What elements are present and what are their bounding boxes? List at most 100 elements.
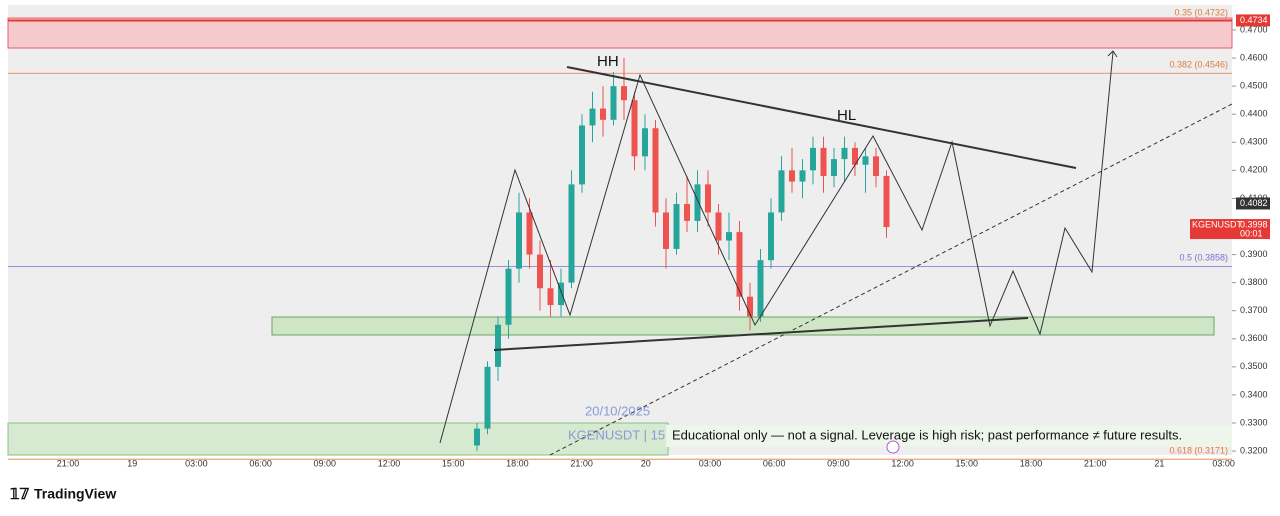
candle-body [474, 428, 480, 446]
price-tick-label: 0.3700 [1240, 305, 1268, 315]
price-tick-label: 0.4300 [1240, 137, 1268, 147]
candle-body [778, 170, 785, 213]
candle-body [537, 254, 543, 289]
price-tick-label: 0.3500 [1240, 361, 1268, 371]
current-price-box [1190, 219, 1270, 240]
candle-body [663, 212, 669, 249]
drawings [439, 50, 1233, 456]
candle-body [516, 212, 522, 269]
price-tick-label: 0.3400 [1240, 389, 1268, 399]
time-label: 18:00 [1020, 458, 1043, 468]
support-line [493, 317, 1029, 351]
support-zone [271, 316, 1215, 336]
price-tick-label: 0.3800 [1240, 277, 1268, 287]
candle-body [883, 175, 890, 228]
candle-body [642, 128, 648, 157]
price-tick-label: 0.4600 [1240, 52, 1268, 62]
candle-body [526, 212, 533, 255]
projection-path [439, 51, 1114, 444]
time-label: 06:00 [763, 458, 786, 468]
brand: TradingView [34, 486, 116, 502]
time-label: 12:00 [891, 458, 914, 468]
resistance-line [566, 66, 1077, 169]
candle-body [841, 147, 848, 160]
candle-body [484, 366, 491, 429]
candle-body [673, 204, 680, 249]
fib-label: 0.35 (0.4732) [1174, 7, 1228, 17]
dashed-trend [549, 103, 1233, 456]
time-label: 03:00 [185, 458, 208, 468]
candle-body [799, 170, 806, 182]
candle-body [757, 260, 764, 317]
time-label: 21:00 [1084, 458, 1107, 468]
brand-logo: 𝟙𝟟 [10, 486, 30, 503]
event-icon [886, 440, 900, 454]
fib-label: 0.618 (0.3171) [1169, 446, 1228, 456]
fib-label: 0.5 (0.3858) [1179, 253, 1228, 263]
time-label: 15:00 [956, 458, 979, 468]
candle-body [747, 296, 753, 317]
candle-body [568, 184, 575, 283]
candle-body [768, 212, 774, 261]
time-label: 20 [641, 458, 651, 468]
price-tick-label: 0.3600 [1240, 333, 1268, 343]
candle-body [600, 108, 606, 120]
date-label: 20/10/2025 [585, 403, 650, 418]
price-tick-label: 0.3900 [1240, 249, 1268, 259]
fib-label: 0.382 (0.4546) [1169, 60, 1228, 70]
candle-body [694, 184, 701, 221]
time-label: 03:00 [699, 458, 722, 468]
price-tick-label: 0.3300 [1240, 417, 1268, 427]
price-tick-label: 0.4500 [1240, 81, 1268, 91]
time-label: 09:00 [827, 458, 850, 468]
candle-body [831, 159, 837, 176]
price-tick-label: 0.3200 [1240, 445, 1268, 455]
candle-body [621, 86, 627, 101]
candle-body [558, 282, 564, 306]
disclaimer: Educational only — not a signal. Leverag… [672, 427, 1182, 442]
candle-body [547, 288, 554, 306]
time-label: 18:00 [506, 458, 529, 468]
current-symbol: KGENUSDT [1192, 219, 1243, 229]
current-price: 0.3998 [1240, 219, 1268, 229]
lower-zone [7, 422, 669, 456]
candle-body [589, 108, 596, 126]
price-marker-label: 0.4082 [1240, 198, 1268, 208]
candle-body [820, 147, 827, 176]
candle-body [631, 100, 638, 157]
price-tick-label: 0.4400 [1240, 109, 1268, 119]
candle-body [810, 147, 816, 171]
candle-body [736, 232, 743, 297]
time-label: 03:00 [1212, 458, 1235, 468]
candle-body [705, 184, 711, 213]
candle-body [610, 86, 617, 120]
candle-body [505, 268, 512, 325]
candle-body [684, 204, 690, 221]
price-tick-label: 0.4700 [1240, 24, 1268, 34]
candle-body [726, 232, 732, 241]
time-label: 21 [1154, 458, 1164, 468]
time-label: 15:00 [442, 458, 465, 468]
price-marker-box [1236, 197, 1270, 210]
time-label: 09:00 [314, 458, 337, 468]
candle-body [852, 147, 858, 165]
time-label: 21:00 [57, 458, 80, 468]
candle-body [789, 170, 795, 182]
time-label: 19 [127, 458, 137, 468]
price-marker-box [1236, 14, 1270, 27]
arrow-head [1107, 50, 1118, 58]
hh-label: HH [597, 53, 619, 70]
time-label: 12:00 [378, 458, 401, 468]
time-label: 21:00 [570, 458, 593, 468]
candle-body [652, 128, 659, 213]
countdown: 00:01 [1240, 228, 1263, 238]
price-tick-label: 0.4200 [1240, 165, 1268, 175]
candle-body [873, 156, 879, 176]
supply-zone [7, 17, 1233, 49]
chart-area [8, 5, 1232, 455]
candle-body [579, 125, 585, 185]
candle-body [495, 324, 501, 367]
candle-body [715, 212, 722, 241]
